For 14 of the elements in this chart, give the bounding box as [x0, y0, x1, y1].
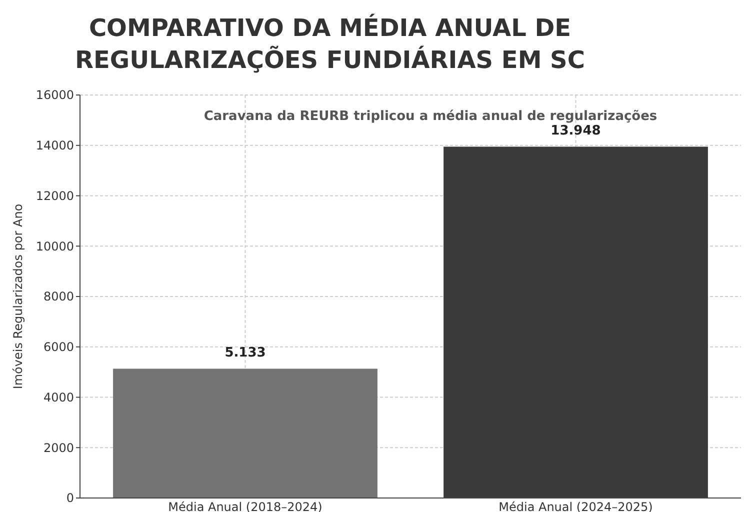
- chart-title: COMPARATIVO DA MÉDIA ANUAL DE REGULARIZAÇÕES FUNDIÁRIAS EM SC: [75, 13, 585, 74]
- text: Caravana da REURB triplicou a média anual de regularizações: [204, 109, 658, 124]
- y-tick-label: 6000: [43, 340, 74, 354]
- y-tick-label: 10000: [36, 239, 74, 254]
- y-tick-label: 0: [66, 491, 74, 506]
- y-tick-label: 14000: [36, 138, 74, 153]
- y-tick-label: 8000: [43, 290, 74, 304]
- y-tick-label: 16000: [36, 88, 74, 102]
- data-label: 13.948: [550, 124, 601, 139]
- y-tick-label: 2000: [43, 440, 74, 455]
- y-axis-title: Imóveis Regularizados por Ano: [11, 204, 25, 390]
- data-label: 5.133: [224, 346, 266, 361]
- y-tick-label: 4000: [43, 390, 74, 404]
- y-tick-label: 12000: [36, 188, 74, 203]
